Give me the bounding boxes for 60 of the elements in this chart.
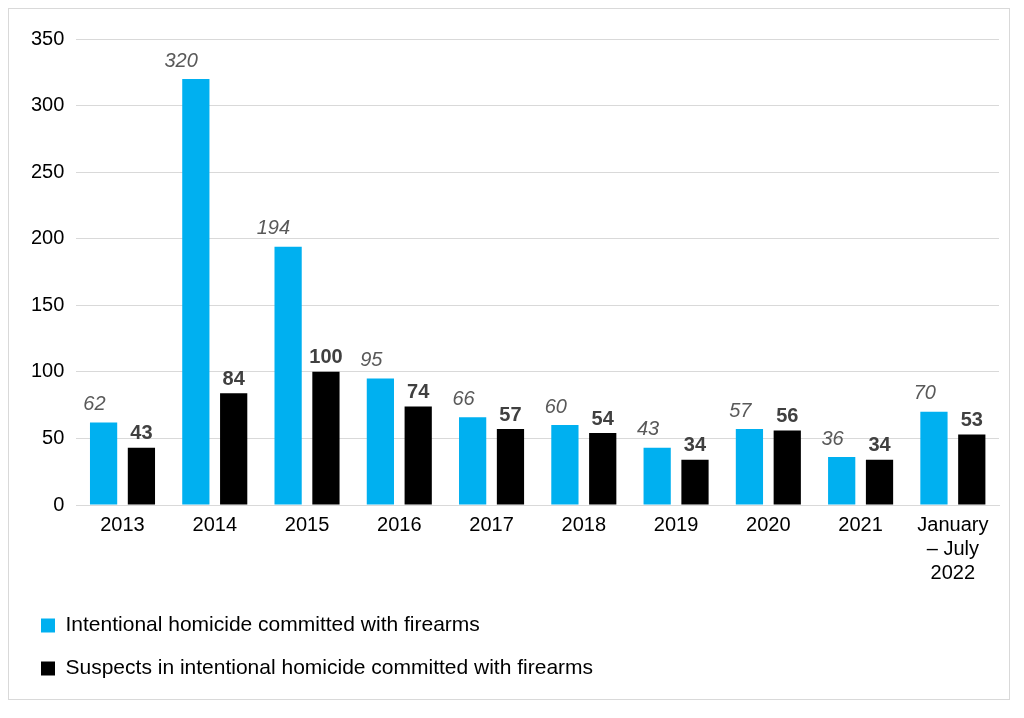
bar	[127, 447, 156, 505]
bar	[589, 433, 617, 505]
data-label: 320	[164, 48, 198, 71]
y-tick-label: 350	[30, 26, 65, 49]
data-label: 84	[222, 366, 246, 389]
bar	[735, 429, 764, 505]
bar	[551, 425, 579, 505]
bar	[459, 417, 487, 505]
x-tick-label: 2021	[838, 512, 883, 535]
y-tick-label: 150	[30, 292, 65, 315]
data-label: 43	[636, 417, 660, 440]
x-tick-label: 2014	[192, 512, 238, 535]
y-tick-label: 300	[30, 93, 65, 116]
data-label: 194	[256, 216, 291, 239]
data-label: 74	[407, 379, 431, 402]
bar	[404, 406, 432, 505]
y-tick-label: 100	[30, 359, 65, 382]
bar	[865, 459, 894, 505]
data-label: 66	[452, 386, 476, 409]
bar	[89, 422, 118, 505]
data-label: 53	[960, 407, 983, 430]
legend-label: Intentional homicide committed with firearms	[65, 612, 480, 636]
bar	[366, 378, 394, 505]
x-tick-label: 2020	[746, 512, 791, 535]
bar	[274, 246, 302, 505]
x-tick-label: 2013	[100, 512, 145, 535]
data-label: 56	[776, 403, 799, 426]
data-label: 100	[309, 345, 343, 368]
bar	[312, 371, 340, 505]
bar	[182, 78, 210, 505]
data-label: 70	[913, 381, 936, 404]
y-tick-label: 50	[42, 425, 65, 448]
bar	[920, 411, 948, 505]
data-label: 34	[868, 433, 892, 456]
data-label: 57	[729, 398, 753, 421]
x-tick-label: 2016	[377, 512, 422, 535]
legend-label: Suspects in intentional homicide committed with firearms	[65, 655, 594, 679]
x-tick-label: 2019	[653, 512, 699, 535]
bar	[773, 430, 801, 505]
data-label: 36	[821, 426, 845, 449]
x-tick-label: 2018	[561, 512, 607, 535]
bar	[220, 393, 248, 505]
data-label: 62	[83, 392, 106, 415]
data-label: 54	[591, 406, 615, 429]
y-tick-label: 250	[30, 159, 65, 182]
bar	[958, 434, 986, 505]
data-label: 60	[544, 394, 567, 417]
data-label: 34	[683, 433, 707, 456]
x-tick-label: 2017	[469, 512, 514, 535]
data-label: 95	[360, 348, 384, 371]
data-label: 43	[130, 421, 153, 444]
bar	[643, 447, 671, 505]
y-tick-label: 0	[53, 492, 65, 515]
data-label: 57	[499, 402, 522, 425]
x-tick-label: January – July 2022	[917, 512, 989, 583]
bar	[828, 457, 856, 505]
x-tick-label: 2015	[284, 512, 330, 535]
y-tick-label: 200	[30, 226, 65, 249]
bar	[681, 459, 709, 505]
bar	[496, 429, 525, 505]
